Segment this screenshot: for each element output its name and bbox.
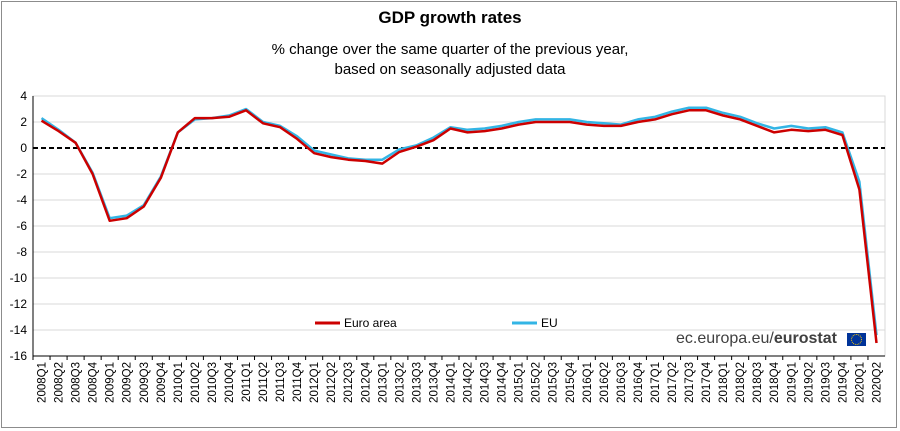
x-tick-label: 2018Q4 xyxy=(769,361,781,403)
x-tick-label: 2010Q4 xyxy=(224,361,236,403)
x-tick-label: 2019Q1 xyxy=(786,362,798,403)
series-line-eu xyxy=(40,106,878,336)
x-tick-label: 2017Q4 xyxy=(701,361,713,403)
x-tick-label: 2010Q2 xyxy=(190,362,202,403)
x-tick-label: 2008Q1 xyxy=(37,362,49,403)
x-tick-label: 2009Q2 xyxy=(122,362,134,403)
x-tick-label: 2016Q2 xyxy=(599,362,611,403)
chart-title: GDP growth rates xyxy=(378,8,522,27)
x-tick-label: 2009Q4 xyxy=(156,361,168,403)
x-tick-label: 2013Q1 xyxy=(377,362,389,403)
y-tick-label: 4 xyxy=(20,89,27,103)
x-tick-label: 2015Q3 xyxy=(548,362,560,403)
x-tick-label: 2019Q2 xyxy=(803,362,815,403)
x-tick-label: 2017Q3 xyxy=(684,362,696,403)
y-axis-ticks: 4 2 0 -2 -4 -6 -8 -10 -12 -14 -16 xyxy=(10,89,28,363)
x-tick-label: 2011Q2 xyxy=(258,362,270,402)
x-tick-label: 2016Q3 xyxy=(616,362,628,403)
chart-subtitle-line-1: % change over the same quarter of the pr… xyxy=(271,41,629,58)
x-tick-label: 2008Q3 xyxy=(71,362,83,403)
y-tick-label: -10 xyxy=(10,271,28,285)
y-tick-label: -8 xyxy=(16,245,27,259)
x-tick-label: 2011Q3 xyxy=(275,362,287,402)
x-tick-label: 2012Q2 xyxy=(326,362,338,403)
x-tick-label: 2010Q1 xyxy=(173,362,185,403)
x-tick-label: 2019Q4 xyxy=(837,361,849,403)
x-tick-label: 2010Q3 xyxy=(207,362,219,403)
x-tick-label: 2020Q2 xyxy=(871,362,883,403)
eu-flag-icon xyxy=(847,333,866,346)
series-line-euro-area xyxy=(40,109,878,344)
legend: Euro area EU xyxy=(315,316,558,330)
gridlines xyxy=(32,95,886,357)
legend-label: Euro area xyxy=(344,316,397,330)
x-tick-label: 2012Q3 xyxy=(343,362,355,403)
x-tick-label: 2009Q1 xyxy=(105,362,117,403)
x-tick-label: 2015Q1 xyxy=(514,362,526,403)
chart-subtitle-line-2: based on seasonally adjusted data xyxy=(334,61,566,78)
x-tick-label: 2008Q4 xyxy=(88,361,100,403)
x-tick-label: 2011Q1 xyxy=(241,362,253,402)
y-tick-label: -16 xyxy=(10,349,28,363)
x-tick-label: 2018Q2 xyxy=(735,362,747,403)
x-tick-label: 2020Q1 xyxy=(854,362,866,403)
y-tick-label: -4 xyxy=(16,193,27,207)
y-tick-label: 0 xyxy=(20,141,27,155)
y-tick-label: 2 xyxy=(20,115,27,129)
x-tick-label: 2009Q3 xyxy=(139,362,151,403)
x-tick-label: 2014Q3 xyxy=(480,362,492,403)
x-tick-label: 2013Q3 xyxy=(411,362,423,403)
x-tick-label: 2019Q3 xyxy=(820,362,832,403)
x-tick-label: 2012Q1 xyxy=(309,362,321,403)
x-tick-label: 2013Q4 xyxy=(428,361,440,403)
x-tick-label: 2013Q2 xyxy=(394,362,406,403)
x-tick-label: 2012Q4 xyxy=(360,361,372,403)
x-tick-label: 2017Q1 xyxy=(650,362,662,403)
x-tick-label: 2016Q1 xyxy=(582,362,594,403)
x-tick-label: 2017Q2 xyxy=(667,362,679,403)
x-tick-label: 2011Q4 xyxy=(292,361,304,402)
x-tick-label: 2015Q2 xyxy=(531,362,543,403)
x-tick-label: 2015Q4 xyxy=(565,361,577,403)
x-tick-label: 2014Q2 xyxy=(463,362,475,403)
source-brand: eurostat xyxy=(773,330,837,347)
source-domain: ec.europa.eu/ xyxy=(676,330,774,347)
x-tick-label: 2018Q3 xyxy=(752,362,764,403)
y-tick-label: -14 xyxy=(10,323,28,337)
x-tick-label: 2008Q2 xyxy=(54,362,66,403)
legend-label: EU xyxy=(541,316,558,330)
series-lines xyxy=(40,106,878,344)
y-tick-label: -6 xyxy=(16,219,27,233)
x-tick-label: 2018Q1 xyxy=(718,362,730,403)
x-tick-label: 2016Q4 xyxy=(633,361,645,403)
source-credit: ec.europa.eu/eurostat xyxy=(676,330,837,348)
x-axis-ticks: 2008Q1 2008Q2 2008Q3 2008Q4 2009Q1 2009Q2 2009… xyxy=(32,355,885,403)
y-tick-label: -2 xyxy=(16,167,27,181)
x-tick-label: 2014Q1 xyxy=(445,362,457,403)
x-tick-label: 2014Q4 xyxy=(497,361,509,403)
y-tick-label: -12 xyxy=(10,297,28,311)
